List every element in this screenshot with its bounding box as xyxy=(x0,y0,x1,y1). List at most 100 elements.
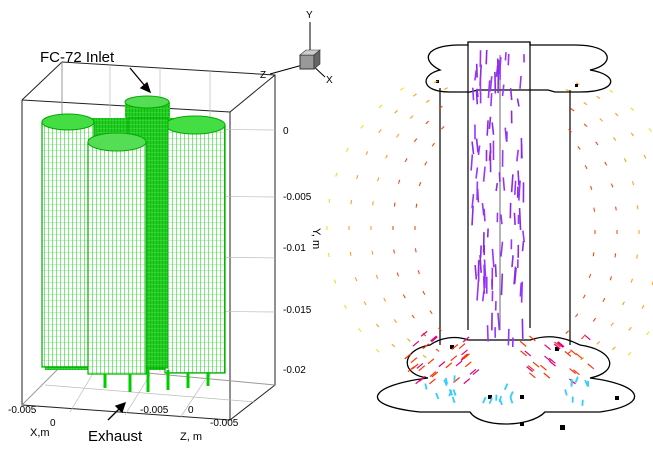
y-tick-3: -0.015 xyxy=(283,305,312,316)
velocity-vector-mark xyxy=(487,80,491,99)
velocity-vector-mark xyxy=(564,351,572,357)
velocity-vector-mark xyxy=(643,154,647,159)
velocity-vector-mark xyxy=(396,133,400,138)
velocity-vector-mark xyxy=(438,105,443,109)
velocity-vector-mark xyxy=(612,346,616,351)
velocity-vector-mark xyxy=(519,75,522,89)
velocity-vector-mark xyxy=(431,142,435,147)
triad-x-label: X xyxy=(326,75,333,86)
velocity-vector-mark xyxy=(474,69,478,81)
velocity-vector-mark xyxy=(489,76,493,92)
mesh-cylinder-front xyxy=(87,141,147,375)
velocity-vector-mark xyxy=(475,138,479,153)
velocity-vector-mark xyxy=(429,378,436,385)
velocity-vector-mark xyxy=(360,124,364,129)
velocity-vector-mark xyxy=(587,363,595,370)
velocity-vector-mark xyxy=(464,361,472,368)
velocity-vector-mark xyxy=(461,349,468,356)
velocity-vector-mark xyxy=(471,194,475,209)
velocity-vector-mark xyxy=(602,297,606,302)
velocity-vector-mark xyxy=(422,343,430,350)
bottom-exhaust-outline xyxy=(376,336,636,425)
velocity-vector-mark xyxy=(497,312,501,331)
velocity-vector-mark xyxy=(393,202,396,207)
velocity-vector-mark xyxy=(520,138,523,159)
velocity-vector-mark xyxy=(500,273,504,296)
velocity-vector-mark xyxy=(448,388,454,396)
velocity-vector-mark xyxy=(393,319,397,323)
velocity-vector-mark xyxy=(614,253,617,258)
velocity-vector-mark xyxy=(641,304,645,309)
velocity-vector-mark xyxy=(486,120,489,136)
velocity-vector-mark xyxy=(581,335,585,340)
velocity-vector-mark xyxy=(524,350,532,357)
velocity-vector-mark xyxy=(516,149,519,162)
velocity-vector-mark xyxy=(463,353,470,360)
velocity-vector-mark xyxy=(477,145,481,156)
y-tick-labels: 0 -0.005 -0.01 -0.015 -0.02 xyxy=(283,126,312,376)
velocity-vector-mark xyxy=(404,353,412,360)
mesh-inlet-top xyxy=(124,95,170,109)
inlet-label: FC-72 Inlet xyxy=(40,49,115,66)
velocity-vector-mark xyxy=(433,80,438,84)
velocity-vector-mark xyxy=(517,170,520,186)
mesh-panel: FC-72 Inlet Exhaust 0 -0.005 -0.01 -0.01… xyxy=(8,49,322,445)
velocity-vector-mark xyxy=(614,112,619,117)
velocity-vector-mark xyxy=(584,379,589,387)
velocity-vector-mark xyxy=(425,99,430,103)
velocity-vector-mark xyxy=(520,350,527,357)
velocity-vector-mark xyxy=(570,349,577,356)
velocity-vector-mark xyxy=(511,255,514,268)
velocity-vector-mark xyxy=(628,326,632,331)
velocity-vector-mark xyxy=(615,206,617,211)
velocity-vector-mark xyxy=(540,364,547,371)
velocity-vectors xyxy=(326,49,653,406)
velocity-vector-mark xyxy=(402,294,406,299)
velocity-vector-mark xyxy=(503,383,509,391)
velocity-vector-mark xyxy=(527,365,535,371)
velocity-vector-mark xyxy=(463,378,471,385)
velocity-vector-mark xyxy=(391,343,396,348)
velocity-vector-mark xyxy=(470,154,474,171)
velocity-vector-mark xyxy=(564,389,568,396)
velocity-vector-mark xyxy=(592,317,597,322)
velocity-vector-mark xyxy=(453,377,460,383)
velocity-vector-mark xyxy=(411,363,419,370)
velocity-vector-mark xyxy=(498,395,502,403)
velocity-vector-mark xyxy=(418,182,422,187)
orientation-triad: Y Z X xyxy=(260,10,333,86)
velocity-vector-mark xyxy=(609,276,612,281)
velocity-vector-mark xyxy=(509,396,514,404)
triad-z-label: Z xyxy=(260,70,266,81)
velocity-vector-mark xyxy=(443,379,448,387)
velocity-vector-mark xyxy=(554,341,561,348)
velocity-vector-mark xyxy=(526,366,534,373)
velocity-vector-mark xyxy=(518,208,522,230)
x-axis-title: X,m xyxy=(30,427,50,439)
velocity-vector-mark xyxy=(422,354,427,358)
velocity-vector-mark xyxy=(565,89,570,92)
velocity-vector-mark xyxy=(485,49,488,65)
velocity-vector-mark xyxy=(502,177,506,191)
velocity-vector-mark xyxy=(429,371,437,378)
velocity-vector-mark xyxy=(363,301,367,306)
velocity-vector-mark xyxy=(410,357,418,364)
velocity-vector-mark xyxy=(596,95,601,100)
velocity-vector-mark xyxy=(476,88,479,98)
velocity-vector-mark xyxy=(596,341,601,345)
velocity-vector-mark xyxy=(486,325,489,342)
velocity-vector-mark xyxy=(394,109,398,114)
velocity-vector-mark xyxy=(438,361,446,368)
velocity-vector-mark xyxy=(445,362,453,369)
velocity-vector-mark xyxy=(491,248,495,268)
velocity-vector-mark xyxy=(630,132,634,137)
velocity-vector-mark xyxy=(476,279,480,301)
velocity-vector-mark xyxy=(521,240,525,252)
velocity-vector-mark xyxy=(427,358,435,365)
velocity-vector-mark xyxy=(504,127,508,141)
velocity-vector-mark xyxy=(375,274,379,279)
z-tick-1: 0 xyxy=(188,405,194,416)
velocity-vector-mark xyxy=(623,158,627,163)
velocity-vector-mark xyxy=(575,353,583,360)
